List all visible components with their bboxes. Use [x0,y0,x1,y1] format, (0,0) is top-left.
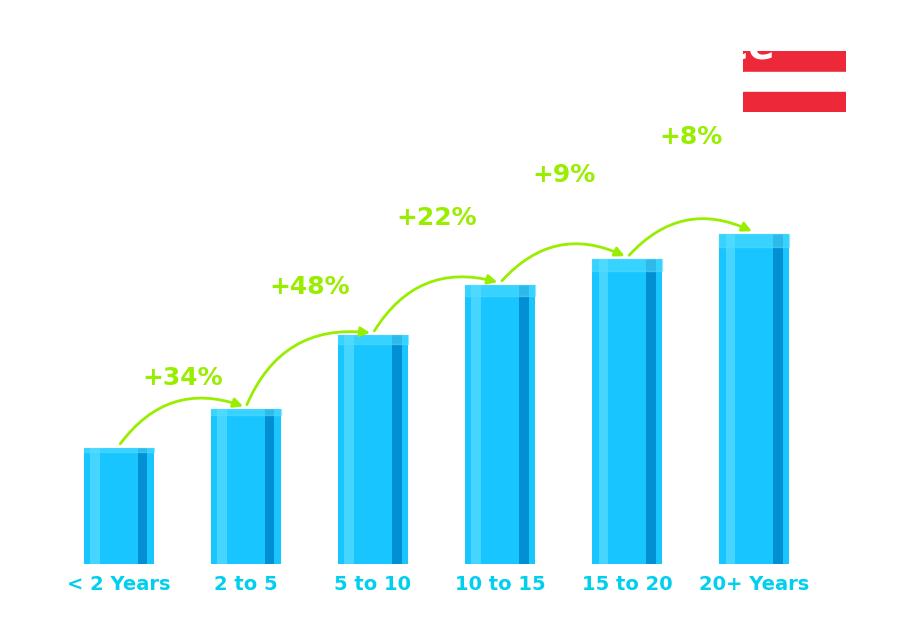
Text: Average Monthly Salary: Average Monthly Salary [871,246,884,395]
Text: 2,680 EUR: 2,680 EUR [198,388,293,406]
Text: 5,700 EUR: 5,700 EUR [706,213,802,231]
Text: +9%: +9% [532,163,595,187]
Bar [84,448,154,564]
Bar [592,259,662,564]
Bar [598,259,608,564]
Bar [138,448,148,564]
Bar [725,234,735,564]
Bar [742,72,846,92]
Text: Event Technology Consultant: Event Technology Consultant [40,85,403,108]
Bar [392,335,401,564]
Bar [345,335,354,564]
Bar [742,51,846,72]
Bar [719,234,789,564]
Bar [519,285,528,564]
Bar [265,409,274,564]
Bar [211,409,281,564]
Text: Salary Comparison By Experience: Salary Comparison By Experience [40,29,775,67]
Text: +48%: +48% [269,275,350,299]
Text: +8%: +8% [659,124,723,149]
Text: 4,830 EUR: 4,830 EUR [452,263,548,281]
Bar [719,234,789,247]
Text: explorer.com: explorer.com [450,612,567,629]
Bar [465,285,535,564]
Text: +34%: +34% [142,367,222,390]
Text: 2,010 EUR: 2,010 EUR [71,426,166,444]
Bar [211,409,281,415]
Bar [773,234,783,564]
Bar [646,259,656,564]
Text: 3,960 EUR: 3,960 EUR [325,313,421,331]
Bar [338,335,408,344]
Bar [90,448,100,564]
Bar [465,285,535,296]
Bar [217,409,227,564]
Text: 5,270 EUR: 5,270 EUR [580,238,675,256]
Bar [592,259,662,271]
Text: +22%: +22% [396,206,477,229]
Bar [472,285,482,564]
Bar [338,335,408,564]
Bar [84,448,154,453]
Bar [742,92,846,112]
Text: salary: salary [389,612,450,629]
